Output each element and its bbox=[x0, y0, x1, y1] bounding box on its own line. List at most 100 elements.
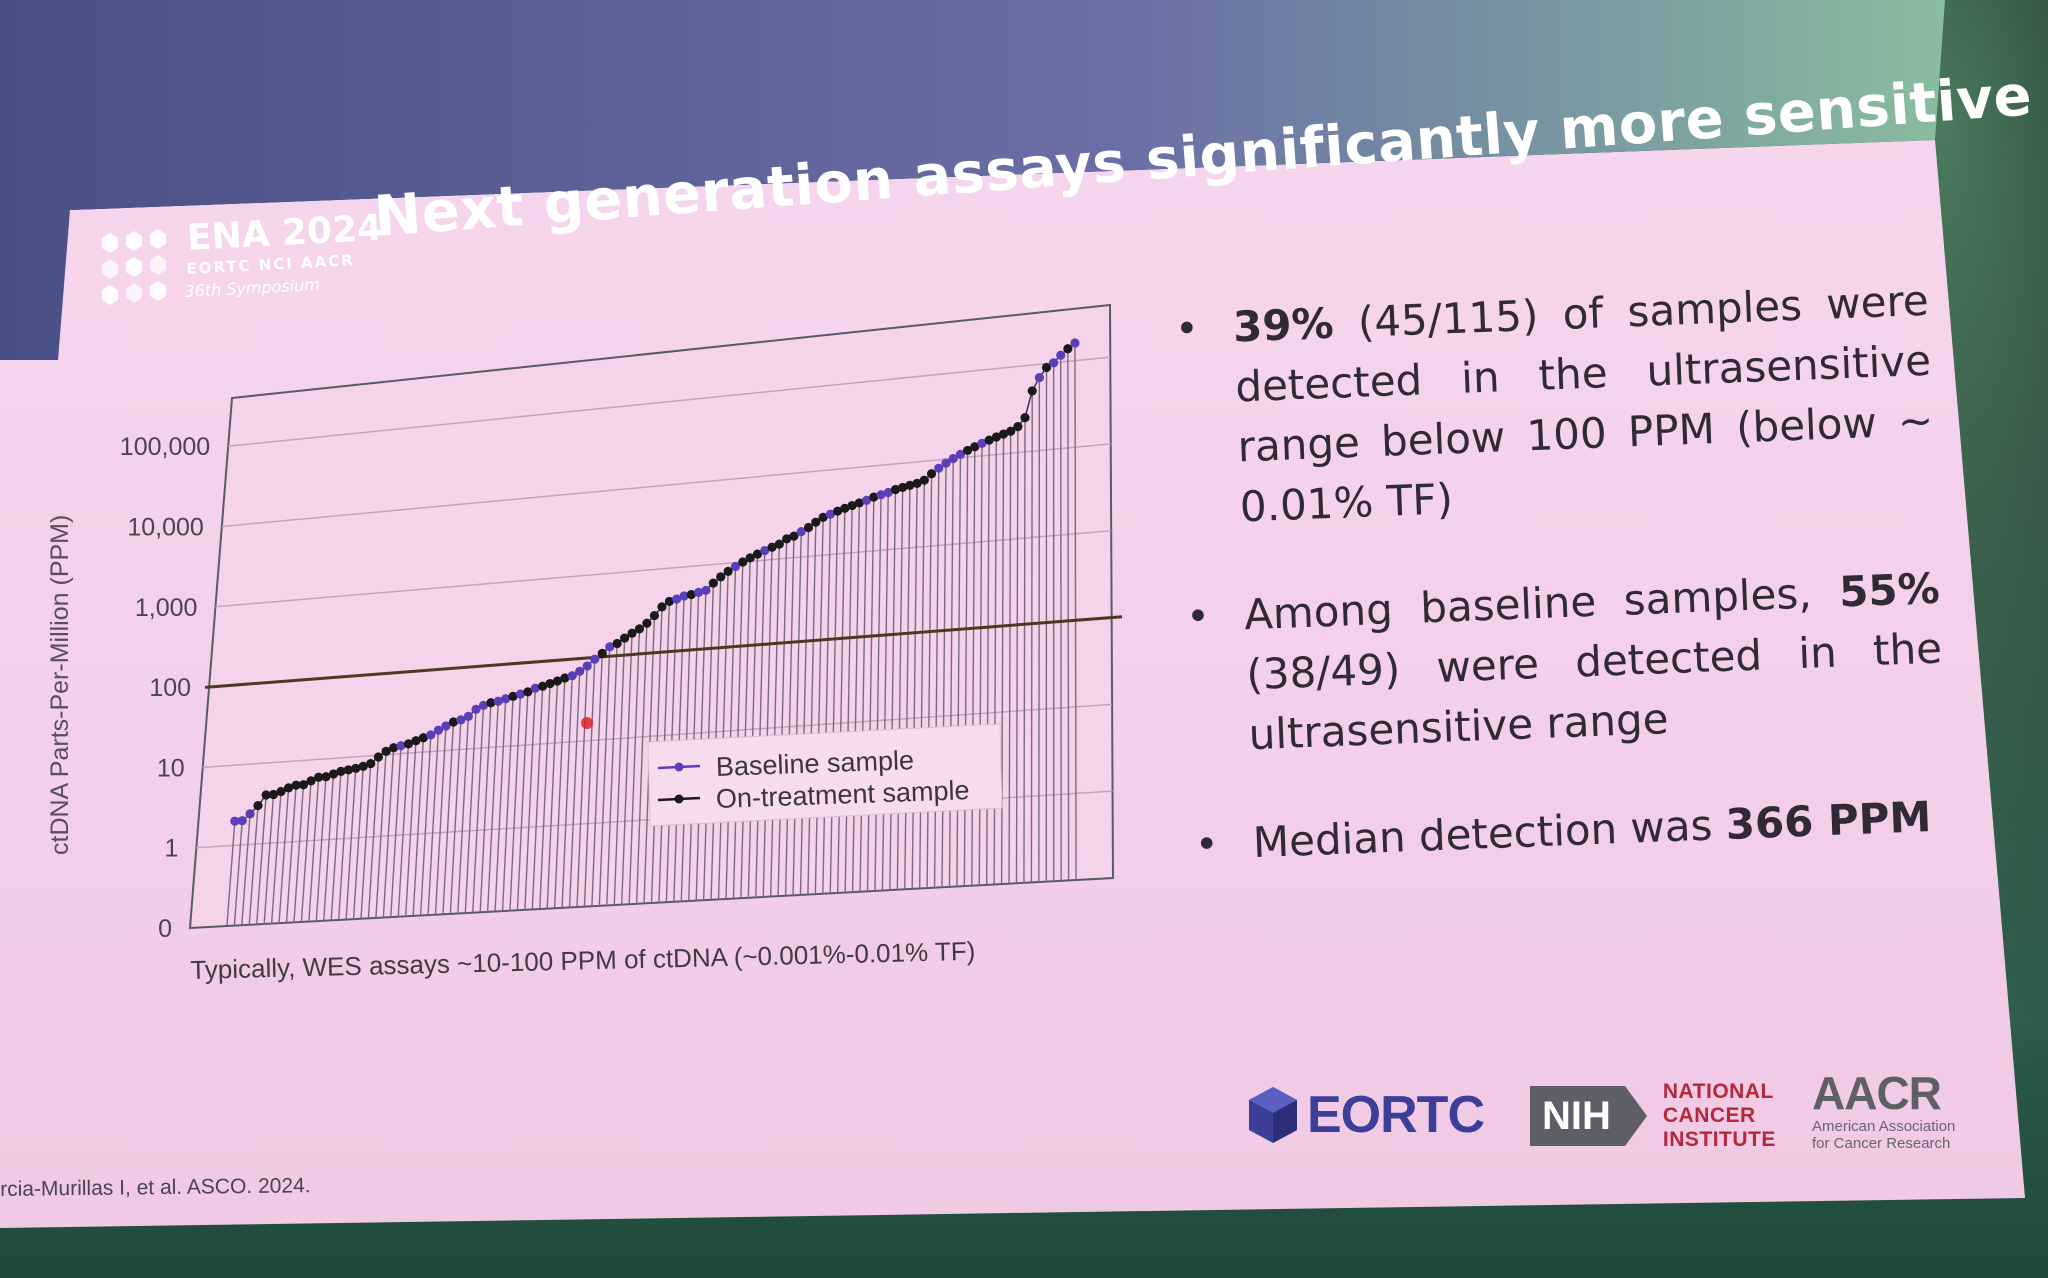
data-point bbox=[1034, 373, 1044, 383]
data-stem bbox=[732, 561, 744, 899]
y-tick-label: 10,000 bbox=[127, 513, 203, 541]
data-point bbox=[905, 480, 915, 490]
data-point bbox=[1027, 386, 1037, 396]
data-point bbox=[854, 498, 864, 508]
data-point bbox=[448, 717, 459, 727]
data-stem bbox=[747, 554, 759, 898]
threshold-line-100ppm bbox=[204, 615, 1123, 689]
data-point bbox=[811, 517, 821, 527]
data-stem bbox=[256, 794, 267, 925]
bullet-item-2: • Among baseline samples, 55% (38/49) we… bbox=[1179, 559, 1945, 768]
data-point bbox=[314, 772, 324, 782]
data-stem bbox=[1074, 342, 1077, 881]
data-point bbox=[672, 594, 682, 604]
legend-swatch-marker bbox=[674, 794, 684, 804]
data-stem bbox=[866, 497, 875, 892]
data-point bbox=[869, 492, 879, 502]
data-point bbox=[508, 691, 518, 701]
y-axis-title: ctDNA Parts-Per-Million (PPM) bbox=[46, 514, 74, 855]
y-tick-label: 100 bbox=[149, 674, 191, 702]
data-point bbox=[463, 711, 473, 721]
data-stem bbox=[367, 756, 380, 919]
data-point bbox=[418, 733, 429, 743]
data-stem bbox=[762, 547, 773, 897]
data-stem bbox=[971, 446, 976, 886]
data-point bbox=[396, 741, 406, 751]
data-point bbox=[634, 624, 645, 634]
data-point bbox=[941, 458, 951, 468]
data-stem bbox=[509, 694, 522, 911]
eortc-logo-text: EORTC bbox=[1307, 1086, 1485, 1144]
data-stem bbox=[941, 463, 947, 888]
data-point bbox=[752, 549, 763, 559]
nci-line-2: CANCER bbox=[1662, 1104, 1756, 1127]
data-stem bbox=[553, 677, 566, 909]
data-stem bbox=[278, 787, 290, 924]
aacr-sub-line-2: for Cancer Research bbox=[1812, 1135, 1951, 1152]
data-point bbox=[861, 495, 872, 505]
bullet-1-text: (45/115) of samples were detected in the… bbox=[1234, 275, 1935, 532]
legend-swatch-marker bbox=[674, 762, 684, 772]
data-point bbox=[840, 503, 850, 513]
data-stem bbox=[539, 683, 551, 910]
data-point bbox=[627, 628, 637, 638]
nih-logo-box: NIH bbox=[1530, 1086, 1625, 1146]
bullet-2-bold: 55% bbox=[1838, 563, 1941, 617]
data-stem bbox=[583, 659, 596, 907]
data-point bbox=[745, 553, 755, 563]
data-point bbox=[441, 721, 451, 731]
data-point bbox=[575, 666, 585, 676]
data-stem bbox=[308, 777, 320, 922]
data-point bbox=[612, 638, 622, 649]
data-point bbox=[351, 763, 361, 773]
bullet-3-bold: 366 PPM bbox=[1724, 792, 1933, 849]
bullet-item-1: • 39% (45/115) of samples were detected … bbox=[1168, 271, 1937, 540]
data-point bbox=[876, 490, 886, 500]
data-point bbox=[796, 527, 806, 537]
data-point bbox=[366, 759, 376, 769]
data-stem bbox=[516, 691, 529, 911]
gridline bbox=[215, 529, 1112, 608]
data-point bbox=[567, 671, 577, 681]
data-stem bbox=[851, 502, 861, 893]
data-stem bbox=[434, 725, 447, 915]
data-stem bbox=[621, 633, 633, 905]
data-point bbox=[1063, 344, 1073, 354]
y-tick-label: 1 bbox=[164, 835, 178, 863]
data-stem bbox=[315, 776, 327, 922]
data-point bbox=[230, 816, 240, 826]
data-stem bbox=[233, 820, 243, 926]
data-stem bbox=[628, 628, 641, 905]
data-stem bbox=[352, 766, 364, 920]
data-stem bbox=[956, 454, 962, 887]
data-point bbox=[456, 715, 466, 725]
data-point bbox=[605, 642, 615, 652]
data-stem bbox=[889, 489, 897, 891]
y-tick-label: 100,000 bbox=[120, 433, 210, 461]
data-stem bbox=[1030, 390, 1033, 883]
data-stem bbox=[397, 743, 410, 917]
data-point bbox=[948, 453, 958, 464]
data-stem bbox=[1038, 377, 1041, 883]
data-stem bbox=[985, 440, 990, 885]
data-stem bbox=[948, 458, 954, 887]
data-stem bbox=[285, 785, 297, 923]
data-point bbox=[730, 561, 741, 572]
data-stem bbox=[1067, 348, 1070, 881]
data-stem bbox=[494, 698, 507, 912]
data-stem bbox=[1023, 417, 1026, 883]
data-point bbox=[426, 730, 436, 740]
data-point bbox=[478, 700, 489, 711]
data-stem bbox=[933, 468, 940, 888]
data-point bbox=[833, 506, 843, 516]
data-point bbox=[1013, 422, 1023, 432]
data-point bbox=[284, 783, 294, 793]
data-stem bbox=[457, 716, 470, 914]
data-stem bbox=[524, 688, 537, 910]
data-point bbox=[642, 618, 652, 628]
data-point bbox=[501, 694, 511, 704]
data-point bbox=[1006, 426, 1016, 436]
data-stem bbox=[904, 485, 911, 890]
data-point bbox=[389, 743, 399, 753]
